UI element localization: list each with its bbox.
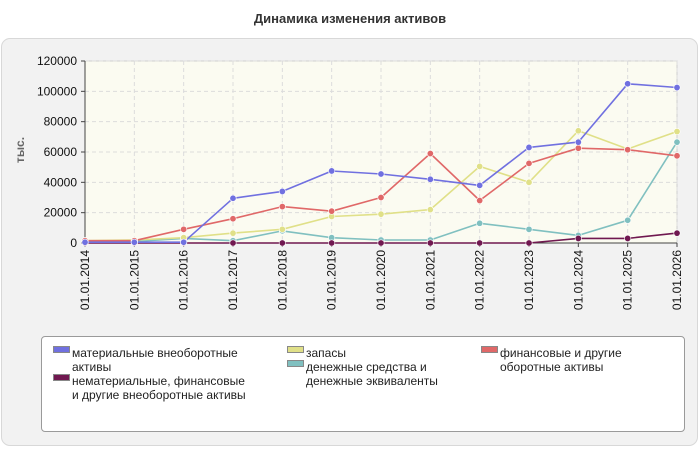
data-point xyxy=(673,138,681,146)
data-point xyxy=(624,146,632,154)
data-point xyxy=(525,159,533,167)
y-tick-label: 100000 xyxy=(37,84,77,98)
data-point xyxy=(426,175,434,183)
data-point xyxy=(81,238,89,246)
legend-label: финансовые и другие оборотные активы xyxy=(500,346,622,374)
legend-item-tangible-assets: материальные внеоборотные активы xyxy=(53,346,271,374)
data-point xyxy=(476,219,484,227)
data-point xyxy=(426,150,434,158)
x-tick-label: 01.01.2014 xyxy=(78,250,92,310)
x-tick-label: 01.01.2023 xyxy=(522,250,536,310)
y-tick-label: 40000 xyxy=(44,175,78,189)
data-point xyxy=(476,197,484,205)
data-point xyxy=(525,143,533,151)
data-point xyxy=(574,234,582,242)
x-tick-label: 01.01.2022 xyxy=(473,250,487,310)
data-point xyxy=(673,128,681,136)
x-tick-label: 01.01.2016 xyxy=(177,250,191,310)
data-point xyxy=(328,207,336,215)
y-tick-label: 0 xyxy=(70,236,77,250)
chart-legend: материальные внеоборотные активы нематер… xyxy=(41,336,685,432)
data-point xyxy=(377,239,385,247)
data-point xyxy=(574,127,582,135)
data-point xyxy=(673,229,681,237)
y-tick-label: 80000 xyxy=(44,115,78,129)
data-point xyxy=(426,239,434,247)
legend-label: материальные внеоборотные активы xyxy=(72,346,238,374)
legend-label: запасы xyxy=(306,346,346,360)
legend-label: нематериальные, финансовые и другие внео… xyxy=(72,374,246,402)
y-tick-label: 20000 xyxy=(44,206,78,220)
chart-title: Динамика изменения активов xyxy=(253,11,447,26)
data-point xyxy=(229,239,237,247)
data-point xyxy=(130,238,138,246)
data-point xyxy=(525,178,533,186)
data-point xyxy=(476,162,484,170)
data-point xyxy=(229,215,237,223)
data-point xyxy=(377,210,385,218)
data-point xyxy=(525,225,533,233)
x-tick-label: 01.01.2017 xyxy=(226,250,240,310)
legend-item-cash: денежные средства и денежные эквиваленты xyxy=(287,360,467,388)
data-point xyxy=(476,239,484,247)
data-point xyxy=(624,216,632,224)
y-axis-label: тыс. xyxy=(13,137,27,163)
data-point xyxy=(624,80,632,88)
x-tick-label: 01.01.2025 xyxy=(621,250,635,310)
x-tick-label: 01.01.2019 xyxy=(325,250,339,310)
data-point xyxy=(229,194,237,202)
data-point xyxy=(278,187,286,195)
legend-label: денежные средства и денежные эквиваленты xyxy=(306,360,438,388)
data-point xyxy=(278,225,286,233)
y-tick-label: 120000 xyxy=(37,54,77,68)
legend-swatch xyxy=(481,346,498,353)
legend-swatch xyxy=(53,374,70,381)
legend-item-intangible-assets: нематериальные, финансовые и другие внео… xyxy=(53,374,253,402)
x-tick-label: 01.01.2024 xyxy=(571,250,585,310)
data-point xyxy=(328,239,336,247)
data-point xyxy=(574,138,582,146)
x-tick-label: 01.01.2021 xyxy=(423,250,437,310)
data-point xyxy=(673,152,681,160)
data-point xyxy=(426,206,434,214)
y-tick-label: 60000 xyxy=(44,145,78,159)
x-tick-label: 01.01.2020 xyxy=(374,250,388,310)
data-point xyxy=(278,239,286,247)
data-point xyxy=(278,203,286,211)
data-point xyxy=(673,84,681,92)
legend-item-financial-assets: финансовые и другие оборотные активы xyxy=(481,346,671,374)
x-tick-label: 01.01.2018 xyxy=(275,250,289,310)
x-tick-label: 01.01.2015 xyxy=(127,250,141,310)
legend-swatch xyxy=(53,346,70,353)
data-point xyxy=(525,239,533,247)
data-point xyxy=(377,194,385,202)
legend-swatch xyxy=(287,360,304,367)
x-tick-label: 01.01.2026 xyxy=(670,250,684,310)
data-point xyxy=(476,181,484,189)
data-point xyxy=(180,238,188,246)
data-point xyxy=(574,144,582,152)
data-point xyxy=(624,234,632,242)
data-point xyxy=(328,167,336,175)
data-point xyxy=(180,225,188,233)
data-point xyxy=(377,170,385,178)
legend-item-inventory: запасы xyxy=(287,346,467,360)
legend-swatch xyxy=(287,346,304,353)
data-point xyxy=(229,229,237,237)
